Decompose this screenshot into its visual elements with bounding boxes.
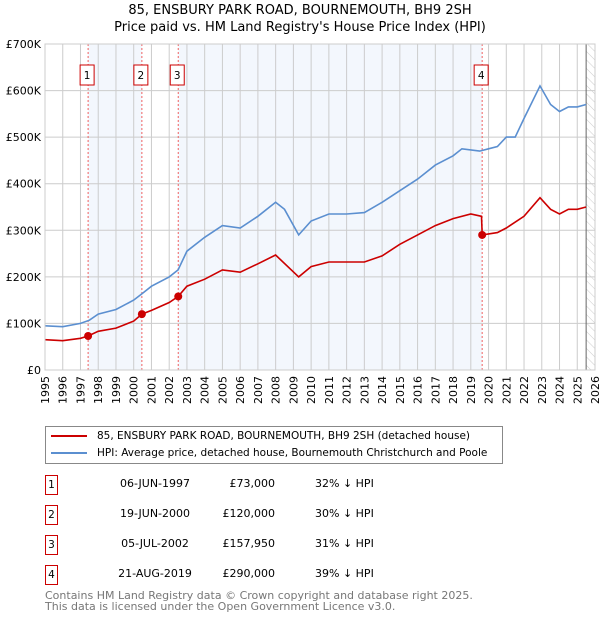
- y-tick-label: £100K: [6, 317, 42, 330]
- transaction-hpi-diff: 39% ↓ HPI: [315, 567, 374, 580]
- chart-title: 85, ENSBURY PARK ROAD, BOURNEMOUTH, BH9 …: [128, 3, 472, 18]
- y-tick-label: £500K: [6, 131, 42, 144]
- sale-marker-label: 1: [79, 64, 95, 86]
- x-tick-label: 2026: [589, 376, 600, 404]
- transaction-date: 21-AUG-2019: [118, 567, 192, 580]
- x-tick-label: 2022: [518, 376, 531, 404]
- line-chart: 1995 1996 1997 1998 1999 2000 2001 2002 2003 2004…: [6, 38, 600, 404]
- x-tick-label: 2006: [234, 376, 247, 404]
- hpi-line: [44, 84, 587, 328]
- sale-marker-number: 1: [84, 70, 91, 82]
- transaction-hpi-diff: 30% ↓ HPI: [315, 507, 374, 520]
- chart-subtitle: Price paid vs. HM Land Registry's House …: [114, 20, 486, 35]
- transaction-price: £73,000: [229, 477, 276, 490]
- footer-copyright: Contains HM Land Registry data © Crown c…: [45, 589, 473, 602]
- transaction-date: 05-JUL-2002: [121, 537, 189, 550]
- property-price-line: [44, 196, 587, 342]
- x-tick-label: 2008: [270, 376, 283, 404]
- sale-point: [478, 230, 487, 239]
- x-tick-label: 2014: [376, 376, 389, 404]
- sale-point: [84, 332, 93, 341]
- x-tick-label: 2004: [199, 376, 212, 404]
- transaction-hpi-diff: 32% ↓ HPI: [315, 477, 374, 490]
- x-tick-label: 1999: [110, 376, 123, 404]
- x-tick-label: 1997: [74, 376, 87, 404]
- y-tick-label: £300K: [6, 224, 42, 237]
- legend-swatch-blue: [51, 452, 87, 454]
- sale-period-shading: [178, 44, 483, 370]
- footer-licence: This data is licensed under the Open Gov…: [45, 600, 396, 613]
- transaction-row: 4 21-AUG-2019 £290,000 39% ↓ HPI: [45, 565, 445, 585]
- sale-point: [174, 292, 183, 301]
- x-tick-label: 2021: [500, 376, 513, 404]
- x-tick-label: 2015: [394, 376, 407, 404]
- sale-marker-box: [133, 64, 149, 86]
- transaction-row: 1 06-JUN-1997 £73,000 32% ↓ HPI: [45, 475, 445, 495]
- x-tick-label: 2024: [554, 376, 567, 404]
- x-tick-label: 2012: [341, 376, 354, 404]
- x-tick-label: 2011: [323, 376, 336, 404]
- transaction-number-badge: 3: [45, 535, 58, 555]
- x-tick-label: 2019: [465, 376, 478, 404]
- x-tick-label: 2005: [216, 376, 229, 404]
- x-tick-label: 2002: [163, 376, 176, 404]
- x-tick-label: 2001: [145, 376, 158, 404]
- transaction-price: £290,000: [222, 567, 276, 580]
- x-tick-label: 2018: [447, 376, 460, 404]
- sale-marker-box: [79, 64, 95, 86]
- x-tick-label: 2009: [287, 376, 300, 404]
- legend-label-property: 85, ENSBURY PARK ROAD, BOURNEMOUTH, BH9 …: [97, 430, 471, 442]
- x-tick-label: 1995: [39, 376, 52, 404]
- transaction-number-badge: 1: [45, 475, 58, 495]
- sale-marker-label: 3: [169, 64, 185, 86]
- x-tick-label: 2010: [305, 376, 318, 404]
- plot-border: [44, 43, 596, 371]
- y-tick-label: £0: [27, 364, 41, 377]
- y-tick-label: £700K: [6, 38, 42, 51]
- sale-marker-label: 4: [473, 64, 489, 86]
- transaction-date: 19-JUN-2000: [119, 507, 191, 520]
- x-tick-label: 2003: [181, 376, 194, 404]
- y-tick-label: £200K: [6, 271, 42, 284]
- transaction-row: 3 05-JUL-2002 £157,950 31% ↓ HPI: [45, 535, 445, 555]
- transaction-date: 06-JUN-1997: [119, 477, 191, 490]
- x-tick-label: 2017: [429, 376, 442, 404]
- transaction-price: £157,950: [222, 537, 276, 550]
- sale-marker-number: 4: [478, 70, 485, 82]
- sale-marker-label: 2: [133, 64, 149, 86]
- x-tick-label: 2020: [483, 376, 496, 404]
- transaction-price: £120,000: [222, 507, 276, 520]
- y-tick-label: £400K: [6, 178, 42, 191]
- legend-label-hpi: HPI: Average price, detached house, Bour…: [97, 447, 488, 459]
- sale-marker-box: [169, 64, 185, 86]
- transaction-number-badge: 4: [45, 565, 58, 585]
- legend-swatch-red: [51, 435, 87, 437]
- x-tick-label: 2000: [128, 376, 141, 404]
- sale-point: [137, 310, 146, 319]
- forecast-hatch: [586, 44, 595, 370]
- y-tick-label: £600K: [6, 85, 42, 98]
- x-tick-label: 2016: [412, 376, 425, 404]
- x-tick-label: 1998: [92, 376, 105, 404]
- x-tick-label: 2007: [252, 376, 265, 404]
- transaction-number-badge: 2: [45, 505, 58, 525]
- sale-marker-box: [473, 64, 489, 86]
- x-tick-label: 2025: [571, 376, 584, 404]
- sale-marker-number: 3: [174, 70, 181, 82]
- x-tick-label: 2013: [358, 376, 371, 404]
- chart-legend: 85, ENSBURY PARK ROAD, BOURNEMOUTH, BH9 …: [45, 426, 503, 464]
- x-tick-label: 2023: [536, 376, 549, 404]
- transaction-row: 2 19-JUN-2000 £120,000 30% ↓ HPI: [45, 505, 445, 525]
- transaction-hpi-diff: 31% ↓ HPI: [315, 537, 374, 550]
- x-tick-label: 1996: [57, 376, 70, 404]
- sale-marker-number: 2: [138, 70, 145, 82]
